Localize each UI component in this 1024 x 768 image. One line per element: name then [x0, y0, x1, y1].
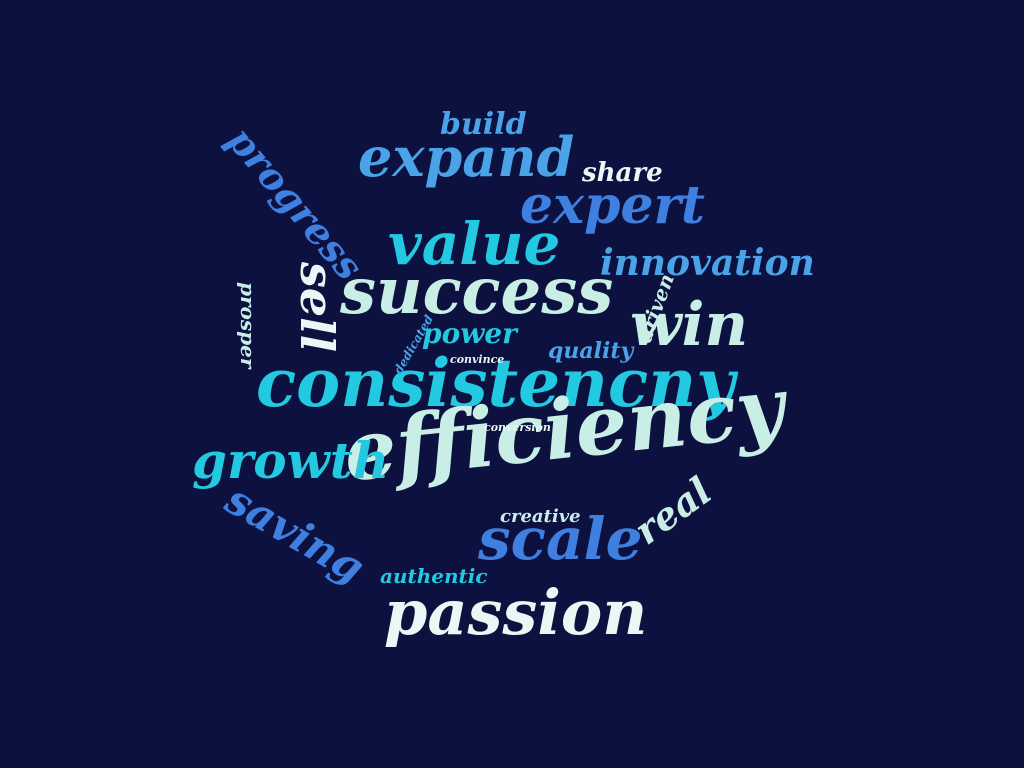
word-quality: quality — [548, 338, 634, 364]
word-expand: expand — [358, 125, 575, 189]
word-prosper: prosper — [236, 282, 260, 369]
word-expert: expert — [520, 175, 705, 236]
word-conversion: conversion — [484, 421, 551, 434]
word-consistencny: consistencny — [256, 344, 735, 422]
word-innovation: innovation — [600, 242, 815, 284]
word-sell: sell — [290, 262, 344, 353]
word-creative: creative — [500, 506, 581, 527]
word-scale: scale — [478, 505, 643, 573]
word-growth: growth — [192, 431, 390, 490]
word-win: win — [630, 290, 749, 360]
word-authentic: authentic — [380, 564, 488, 588]
word-convince: convince — [450, 353, 505, 366]
word-passion: passion — [384, 576, 648, 649]
word-real: real — [625, 467, 720, 554]
word-success: success — [340, 254, 614, 329]
word-build: build — [440, 107, 527, 142]
word-share: share — [582, 158, 663, 188]
word-power: power — [422, 317, 517, 350]
word-value: value — [388, 210, 561, 278]
